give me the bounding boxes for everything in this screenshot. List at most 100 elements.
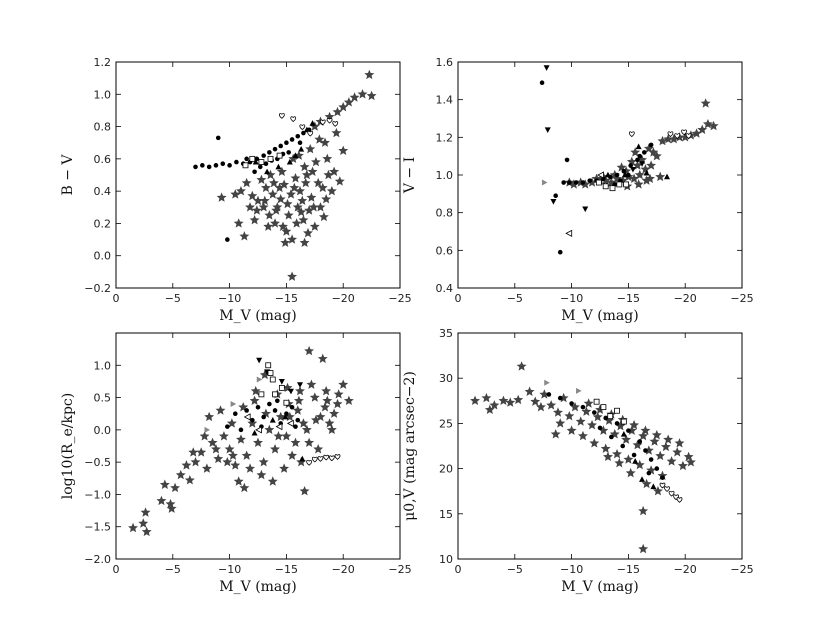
vi-triangle-up-point xyxy=(643,169,650,176)
mu-star-point xyxy=(652,486,663,496)
vi-triangle-up-point xyxy=(635,143,642,150)
mu-star-point xyxy=(649,436,660,446)
bv-star-point xyxy=(275,194,286,204)
bv-circle-point xyxy=(227,163,232,168)
bv-star-point xyxy=(251,205,262,215)
re-star-point xyxy=(128,522,138,533)
vi-heart-open-point xyxy=(628,131,635,138)
mu-x-tick-label: −5 xyxy=(507,563,523,576)
mu-triangle-right-point xyxy=(576,387,582,394)
bv-triangle-up-point xyxy=(298,145,305,152)
mu-square-open-point xyxy=(593,398,600,405)
vi-star-point xyxy=(702,118,713,129)
mu-circle-point xyxy=(592,410,597,415)
vi-x-tick-label: 0 xyxy=(455,292,462,305)
vi-circle-point xyxy=(587,178,593,183)
mu-star-point xyxy=(553,407,563,417)
mu-star-point xyxy=(663,434,674,444)
re-star-point xyxy=(211,444,221,454)
mu-heart-open-point xyxy=(659,482,666,489)
re-triangle-right-point xyxy=(204,426,211,433)
mu-star-point xyxy=(603,451,613,462)
bv-star-point xyxy=(268,177,279,188)
mu-points xyxy=(470,361,696,554)
mu-circle-point xyxy=(597,425,603,431)
mu-heart-open-point xyxy=(668,490,675,497)
re-star-point xyxy=(141,526,152,537)
panel-vi: 0 −5 −10 −15 −20 −25 0.4 0.6 0.8 1.0 1.2 1.4 1.6 M_V … xyxy=(402,56,754,324)
mu-x-tick-label: −25 xyxy=(730,563,753,576)
bv-y-tick-label: 0.2 xyxy=(94,217,112,230)
re-star-point xyxy=(256,469,267,480)
bv-heart-open-point xyxy=(332,121,339,127)
mu-triangle-up-point xyxy=(632,458,639,464)
vi-star-point xyxy=(651,150,662,161)
bv-star-point xyxy=(310,156,321,167)
bv-star-point xyxy=(322,153,333,164)
mu-square-open-point xyxy=(600,404,607,411)
bv-circle-point xyxy=(263,161,269,166)
mu-y-tick-label: 25 xyxy=(439,417,453,430)
re-star-point xyxy=(259,369,270,380)
bv-points xyxy=(193,69,377,281)
bv-circle-point xyxy=(225,237,230,242)
vi-star-point xyxy=(630,147,641,157)
bv-y-tick-label: 1.2 xyxy=(94,56,112,69)
bv-circle-point xyxy=(261,153,266,158)
mu-star-point xyxy=(550,429,561,439)
re-circle-point xyxy=(293,424,298,429)
re-star-point xyxy=(293,395,304,406)
re-square-open-point xyxy=(258,391,265,398)
mu-circle-point xyxy=(648,457,654,462)
bv-star-point xyxy=(357,89,368,99)
mu-x-tick-label: −10 xyxy=(560,563,583,576)
bv-square-open-point xyxy=(276,152,283,159)
vi-x-axis-label: M_V (mag) xyxy=(561,308,638,324)
vi-star-point xyxy=(580,179,591,189)
bv-star-point xyxy=(306,192,317,202)
re-y-tick-label: 0.0 xyxy=(94,424,112,437)
re-star-point xyxy=(290,437,301,447)
mu-star-point xyxy=(564,410,575,421)
re-star-point xyxy=(264,424,275,435)
vi-circle-point xyxy=(561,180,566,185)
mu-circle-point xyxy=(654,466,660,471)
vi-x-tick-label: −15 xyxy=(617,292,640,305)
mu-star-point xyxy=(524,386,535,396)
bv-circle-point xyxy=(215,135,221,141)
mu-star-point xyxy=(587,420,597,430)
re-plot-frame xyxy=(115,332,401,560)
re-star-point xyxy=(299,486,310,496)
mu-star-point xyxy=(660,441,671,452)
mu-y-tick-label: 15 xyxy=(439,508,453,521)
bv-x-tick-label: −5 xyxy=(165,292,181,305)
vi-star-point xyxy=(663,134,674,144)
mu-star-point xyxy=(655,450,666,461)
vi-circle-point xyxy=(580,180,586,185)
re-heart-open-point xyxy=(306,459,312,466)
mu-star-point xyxy=(640,425,651,435)
vi-triangle-right-point xyxy=(541,179,548,186)
mu-circle-point xyxy=(620,443,626,449)
re-star-point xyxy=(329,408,340,418)
mu-star-point xyxy=(638,505,649,516)
bv-circle-point xyxy=(206,164,212,170)
vi-circle-point xyxy=(539,80,545,86)
bv-star-point xyxy=(313,177,324,188)
re-heart-open-point xyxy=(323,454,330,461)
bv-y-tick-label: 0.6 xyxy=(94,153,112,166)
re-star-point xyxy=(322,395,333,406)
mu-circle-point xyxy=(660,475,665,480)
re-star-point xyxy=(332,398,343,409)
mu-star-point xyxy=(629,420,640,430)
re-star-point xyxy=(250,385,261,396)
re-star-point xyxy=(228,450,238,460)
panel-mu: 0 −5 −10 −15 −20 −25 10 15 20 25 30 35 M_V (mag) μ0,V… xyxy=(402,327,754,595)
re-star-point xyxy=(320,402,330,412)
bv-circle-point xyxy=(213,163,219,168)
re-triangle-up-point xyxy=(269,416,276,423)
re-star-point xyxy=(245,463,255,473)
bv-star-point xyxy=(326,185,337,196)
bv-circle-point xyxy=(284,140,289,146)
vi-square-open-point xyxy=(623,181,630,188)
